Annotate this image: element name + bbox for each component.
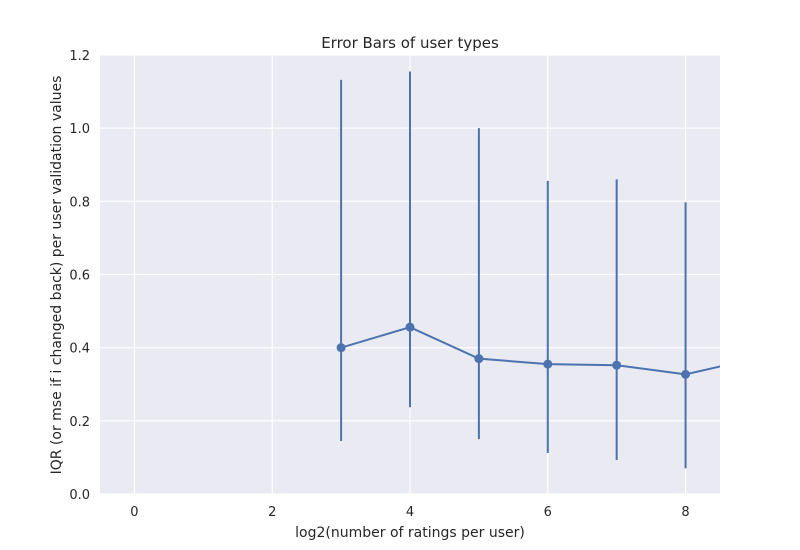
x-tick-label: 2 [268, 505, 276, 520]
x-tick-label: 0 [130, 505, 138, 520]
data-point [543, 359, 553, 369]
x-tick-label: 4 [406, 505, 414, 520]
data-series [336, 71, 759, 469]
y-tick-label: 0.2 [69, 415, 90, 430]
y-tick-label: 1.0 [69, 122, 90, 137]
x-tick-label: 8 [681, 505, 689, 520]
data-point [612, 360, 622, 370]
y-tick-labels: 0.0 0.2 0.4 0.6 0.8 1.0 1.2 [69, 49, 90, 503]
y-tick-label: 1.2 [69, 49, 90, 64]
data-point [681, 369, 691, 379]
y-axis-title: IQR (or mse if i changed back) per user … [49, 76, 65, 475]
chart-title: Error Bars of user types [321, 34, 499, 52]
y-tick-label: 0.0 [69, 488, 90, 503]
y-tick-label: 0.8 [69, 195, 90, 210]
data-point [405, 322, 415, 332]
data-point [474, 354, 484, 364]
y-tick-label: 0.6 [69, 269, 90, 284]
data-point [336, 343, 346, 353]
x-axis-title: log2(number of ratings per user) [295, 525, 525, 541]
x-tick-labels: 0 2 4 6 8 [130, 505, 689, 520]
y-tick-label: 0.4 [69, 342, 90, 357]
data-point [750, 354, 759, 363]
x-tick-label: 6 [544, 505, 552, 520]
